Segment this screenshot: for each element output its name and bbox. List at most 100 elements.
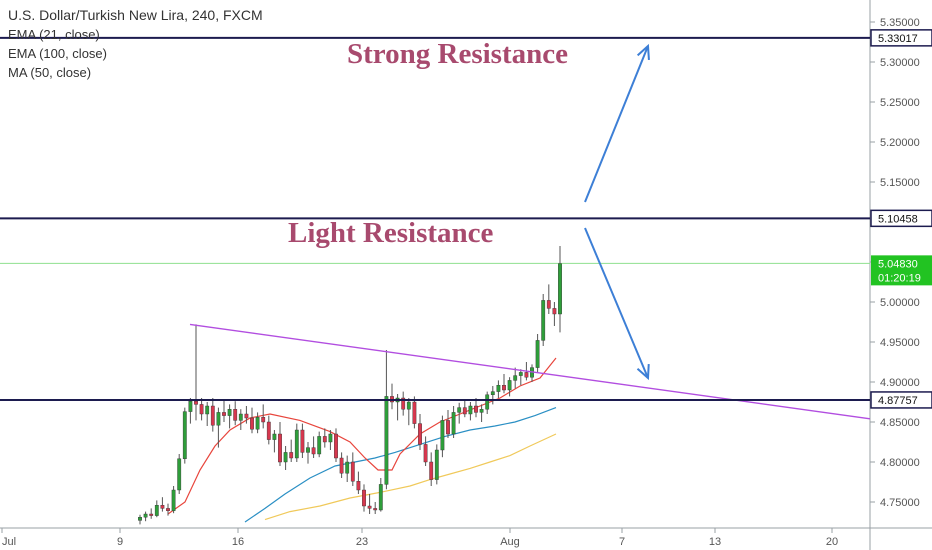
candle-body	[210, 405, 215, 426]
y-tick-label: 5.00000	[880, 297, 920, 309]
candle-body	[194, 401, 198, 405]
level-price-label: 4.87757	[878, 395, 918, 407]
candle-body	[462, 407, 467, 415]
candle-body	[199, 404, 204, 415]
x-tick-label: Jul	[2, 536, 16, 548]
last-price-label: 5.04830	[878, 258, 918, 270]
candle-body	[261, 417, 266, 423]
candle-body	[507, 380, 512, 391]
arrow-up	[584, 45, 649, 203]
level-price-box	[870, 209, 932, 228]
y-tick-label: 5.35000	[880, 17, 920, 29]
chart-legend: U.S. Dollar/Turkish New Lira, 240, FXCM …	[8, 6, 263, 82]
candle-body	[311, 447, 316, 455]
candle-body	[317, 436, 322, 455]
candle-body	[266, 421, 271, 440]
candle-body	[328, 433, 333, 443]
candle-body	[451, 412, 456, 435]
candle-body	[188, 401, 193, 412]
level-price-box	[870, 29, 932, 47]
y-tick-label: 4.75000	[880, 497, 920, 509]
candle-body	[160, 505, 165, 509]
candle-body	[552, 308, 557, 315]
candle-body	[345, 461, 350, 474]
candle-body	[222, 412, 226, 416]
candle-body	[373, 508, 378, 511]
candle-body	[541, 300, 546, 341]
candle-body	[171, 489, 176, 511]
y-tick-label: 4.90000	[880, 377, 920, 389]
candle-body	[457, 407, 462, 413]
y-tick-label: 5.30000	[880, 57, 920, 69]
candle-body	[429, 461, 434, 480]
legend-title: U.S. Dollar/Turkish New Lira, 240, FXCM	[8, 7, 263, 23]
candle-body	[518, 372, 523, 376]
arrow-down-head	[636, 363, 650, 381]
candle-body	[154, 505, 159, 516]
candle-body	[244, 413, 249, 419]
candle-body	[362, 489, 366, 507]
strong-resistance-label: Strong Resistance	[347, 38, 568, 70]
candle-body	[378, 484, 383, 511]
level-price-box	[870, 391, 932, 409]
candle-body	[138, 517, 142, 521]
candle-body	[524, 372, 529, 378]
candle-body	[401, 397, 406, 410]
x-tick-label: 9	[117, 536, 123, 548]
candle-body	[149, 513, 154, 516]
legend-ema100: EMA (100, close)	[8, 46, 107, 61]
candle-body	[205, 405, 210, 415]
y-tick-label: 4.85000	[880, 417, 920, 429]
candle-body	[513, 375, 518, 381]
candle-body	[306, 447, 310, 453]
candle-body	[339, 457, 344, 474]
candle-body	[272, 433, 277, 440]
ema21-line	[167, 357, 557, 515]
candle-body	[406, 401, 411, 410]
legend-ema21: EMA (21, close)	[8, 27, 100, 42]
x-tick-label: 16	[232, 536, 244, 548]
candle-body	[289, 452, 294, 459]
arrow-down	[584, 227, 649, 379]
candle-body	[356, 481, 361, 491]
candle-body	[255, 417, 260, 430]
y-tick-label: 5.20000	[880, 137, 920, 149]
candle-body	[384, 396, 389, 485]
candle-body	[182, 411, 187, 460]
candle-body	[434, 449, 439, 480]
x-tick-label: 20	[826, 536, 838, 548]
candle-body	[278, 433, 282, 463]
x-tick-label: Aug	[500, 536, 520, 548]
candle-body	[166, 508, 170, 511]
x-tick-label: 7	[619, 536, 625, 548]
candle-body	[300, 429, 305, 453]
last-price-box	[871, 255, 932, 286]
candle-body	[283, 452, 288, 463]
candle-body	[418, 423, 422, 445]
candle-body	[446, 420, 450, 435]
candle-body	[334, 433, 338, 459]
candle-body	[440, 420, 445, 451]
countdown-label: 01:20:19	[878, 272, 921, 284]
candle-body	[479, 409, 484, 413]
candle-body	[412, 401, 417, 424]
candle-body	[322, 436, 327, 443]
level-price-label: 5.33017	[878, 33, 918, 45]
trendline	[189, 323, 871, 420]
candle-body	[423, 444, 428, 463]
candle-body	[468, 405, 473, 415]
candle-body	[474, 405, 478, 413]
ema100-line	[244, 407, 557, 523]
candle-body	[250, 417, 254, 430]
candle-body	[502, 385, 506, 391]
candle-body	[350, 461, 355, 482]
candle-body	[546, 300, 551, 309]
candle-body	[490, 391, 495, 396]
candle-body	[558, 263, 562, 315]
candle-body	[227, 409, 232, 416]
level-price-label: 5.10458	[878, 213, 918, 225]
candle-body	[367, 505, 372, 509]
candle-body	[485, 394, 490, 410]
candle-body	[233, 409, 238, 421]
